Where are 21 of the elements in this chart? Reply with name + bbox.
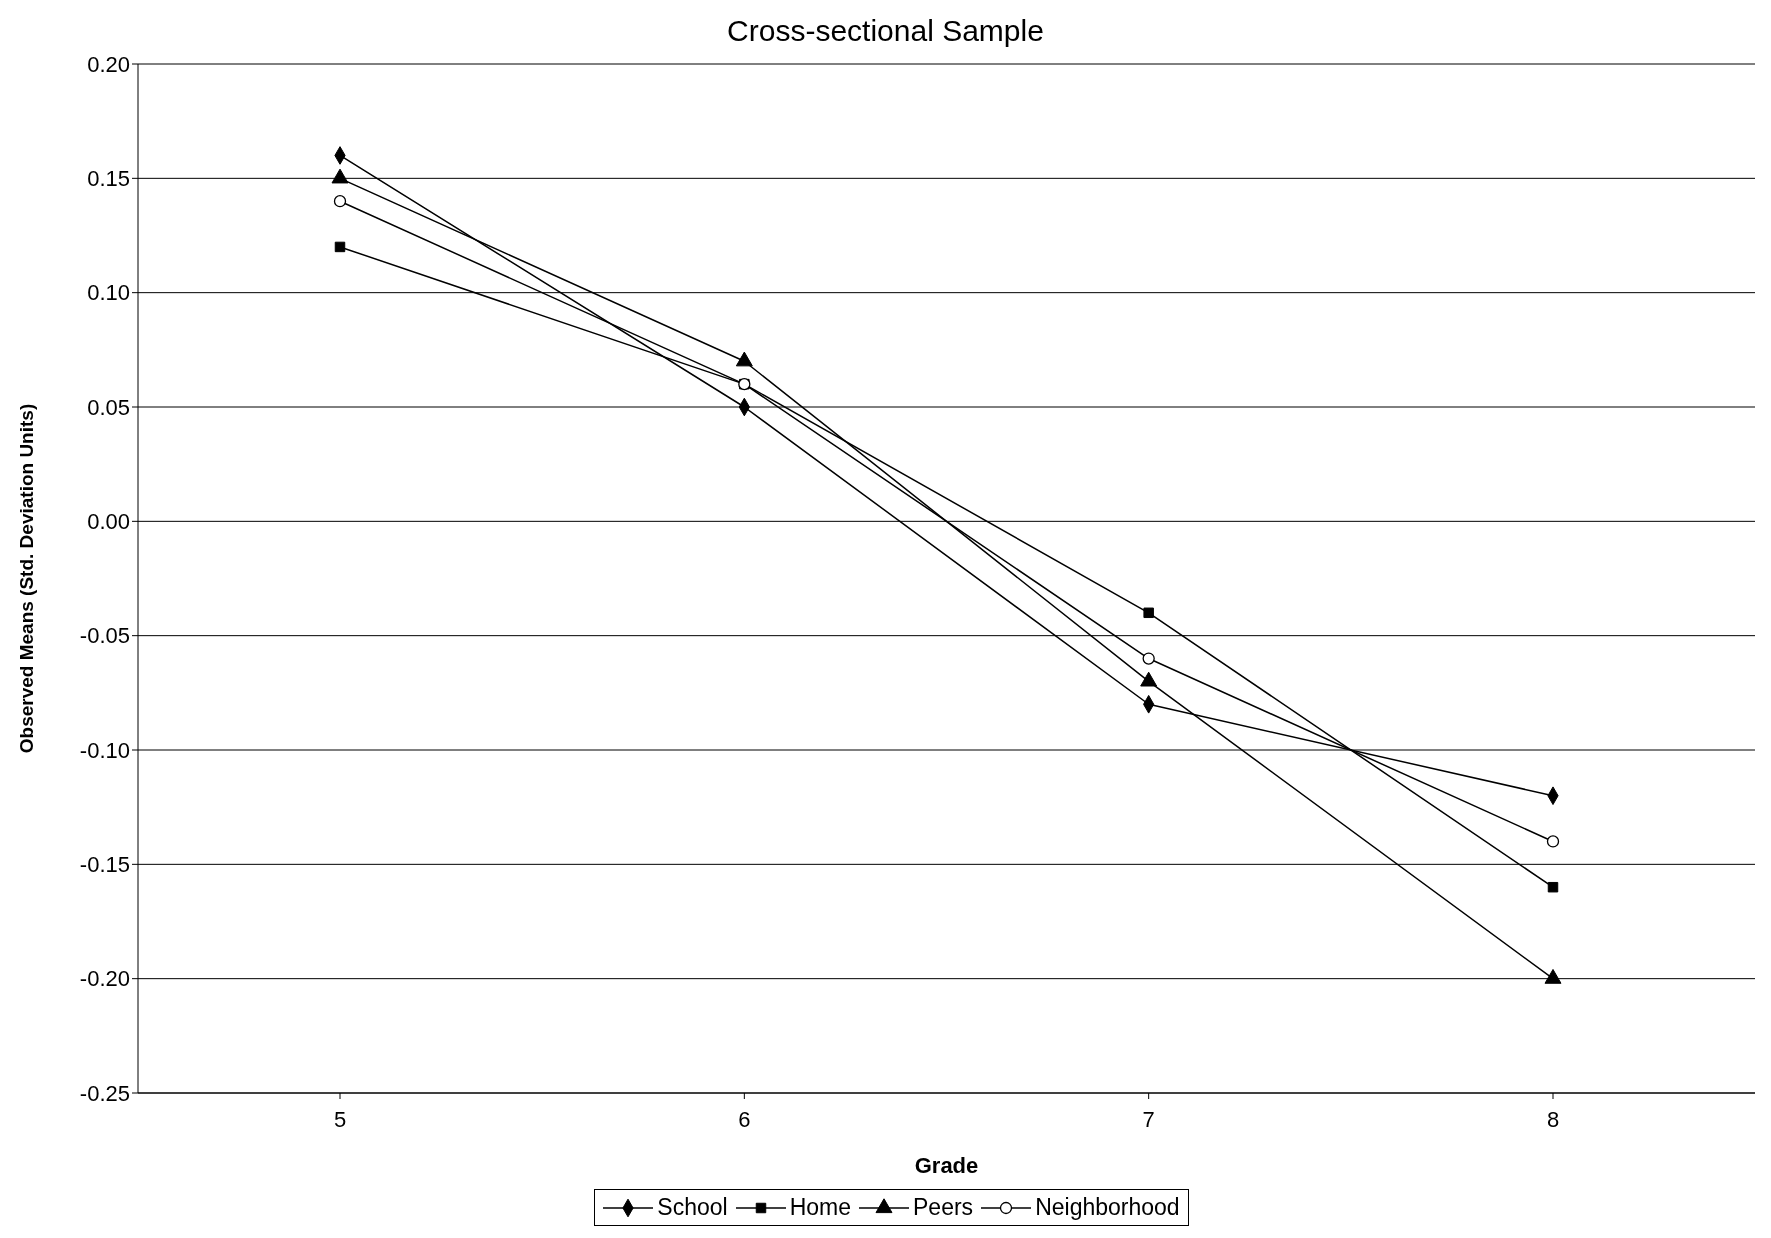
x-tick-label: 7: [1142, 1106, 1155, 1132]
y-tick-label: -0.15: [79, 852, 130, 878]
y-tick-label: 0.20: [87, 51, 130, 77]
y-tick-label: -0.05: [79, 623, 130, 649]
x-axis-title: Grade: [914, 1153, 979, 1178]
legend-label: Neighborhood: [1035, 1194, 1180, 1221]
y-tick-label: -0.25: [79, 1080, 130, 1106]
y-tick-label: 0.15: [87, 166, 130, 192]
chart-title: Cross-sectional Sample: [726, 14, 1045, 48]
y-tick-label: -0.20: [79, 966, 130, 992]
y-tick-label: 0.05: [87, 394, 130, 420]
x-tick-label: 6: [738, 1106, 751, 1132]
y-tick-label: -0.10: [79, 737, 130, 763]
legend-label: Home: [789, 1194, 852, 1221]
legend-label: Peers: [913, 1194, 974, 1221]
legend-label: School: [657, 1194, 728, 1221]
y-axis-title: Observed Means (Std. Deviation Units): [15, 403, 37, 754]
y-tick-label: 0.10: [87, 280, 130, 306]
x-tick-label: 5: [333, 1106, 347, 1132]
y-tick-label: 0.00: [87, 509, 130, 535]
x-tick-label: 8: [1546, 1106, 1560, 1132]
